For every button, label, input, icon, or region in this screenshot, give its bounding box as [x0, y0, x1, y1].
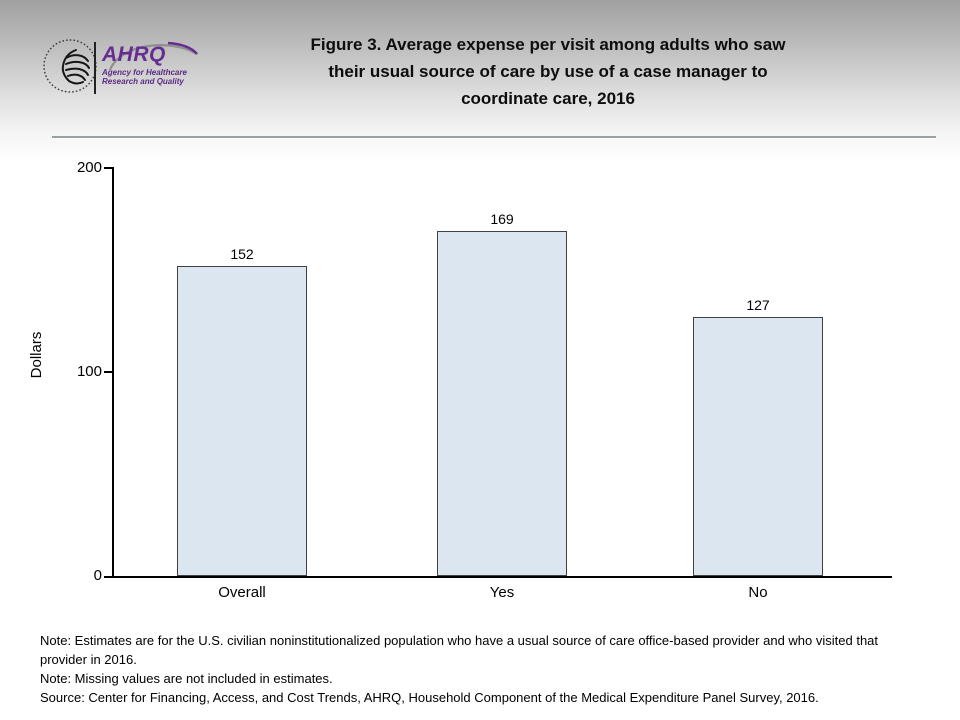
- ahrq-tagline-line1: Agency for Healthcare: [102, 68, 187, 77]
- y-tick-label: 200: [76, 159, 102, 176]
- header-banner: AHRQ Agency for Healthcare Research and …: [0, 0, 960, 162]
- x-category-label: No: [748, 584, 768, 601]
- hhs-eagle-icon: [43, 39, 97, 93]
- x-axis-line: [104, 576, 892, 578]
- bar-value-label: 127: [746, 296, 770, 313]
- figure-title-line3: coordinate care, 2016: [461, 89, 635, 108]
- x-category-label: Overall: [218, 584, 266, 601]
- bar-yes: [437, 231, 567, 576]
- figure-title: Figure 3. Average expense per visit amon…: [170, 31, 926, 112]
- ahrq-tagline-line2: Research and Quality: [102, 77, 184, 86]
- y-tick-label: 100: [76, 363, 102, 380]
- ahrq-tagline: Agency for Healthcare Research and Quali…: [102, 68, 212, 86]
- bar-value-label: 169: [490, 211, 514, 228]
- header-rule: [52, 136, 936, 138]
- bar-overall: [177, 265, 307, 576]
- footnote-missing: Note: Missing values are not included in…: [40, 671, 333, 686]
- footnote-estimates: Note: Estimates are for the U.S. civilia…: [40, 633, 879, 667]
- x-category-label: Yes: [489, 584, 515, 601]
- figure-title-line1: Figure 3. Average expense per visit amon…: [310, 35, 786, 54]
- footnote-source: Source: Center for Financing, Access, an…: [40, 690, 819, 705]
- logo-divider: [94, 42, 96, 94]
- y-axis-title: Dollars: [28, 331, 45, 379]
- footnotes: Note: Estimates are for the U.S. civilia…: [40, 631, 926, 707]
- y-tick: [104, 167, 113, 169]
- ahrq-acronym: AHRQ: [102, 43, 166, 66]
- logo-group: AHRQ Agency for Healthcare Research and …: [42, 38, 202, 110]
- bar-no: [693, 316, 823, 576]
- ahrq-swoosh-icon: [108, 41, 198, 71]
- y-tick: [104, 371, 113, 373]
- y-axis-line: [112, 167, 114, 578]
- y-tick-label: 0: [93, 567, 102, 584]
- figure-title-line2: their usual source of care by use of a c…: [328, 62, 768, 81]
- bar-value-label: 152: [230, 245, 254, 262]
- ahrq-logo: AHRQ Agency for Healthcare Research and …: [102, 41, 212, 86]
